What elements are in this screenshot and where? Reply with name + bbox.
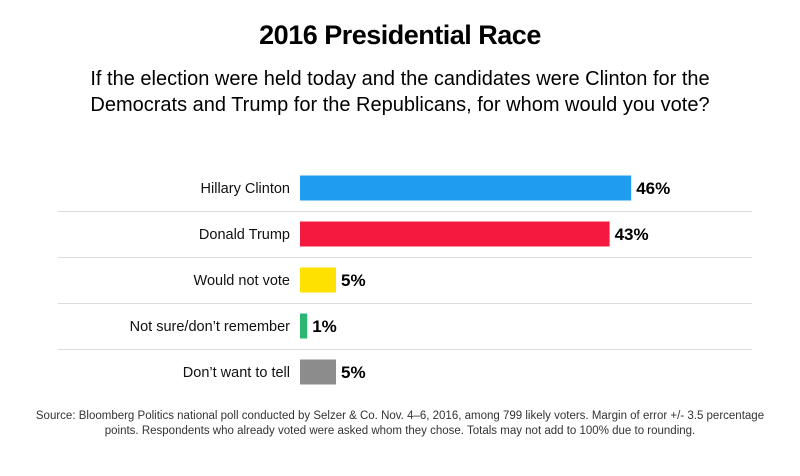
category-label: Not sure/don’t remember bbox=[130, 319, 291, 335]
bar-chart: Hillary Clinton 46% Donald Trump 43% Would n… bbox=[58, 175, 752, 385]
source-note: Source: Bloomberg Politics national poll… bbox=[35, 410, 765, 437]
category-label: Hillary Clinton bbox=[201, 181, 290, 197]
bar bbox=[300, 221, 610, 247]
value-label: 5% bbox=[341, 363, 366, 382]
value-label: 1% bbox=[312, 317, 337, 336]
bar bbox=[300, 175, 632, 201]
chart-title: 2016 Presidential Race bbox=[259, 20, 541, 50]
bar bbox=[300, 359, 336, 385]
bar bbox=[300, 313, 308, 339]
chart-subtitle: If the election were held today and the … bbox=[90, 68, 710, 116]
value-label: 43% bbox=[615, 225, 649, 244]
category-label: Don’t want to tell bbox=[183, 365, 290, 381]
value-label: 5% bbox=[341, 271, 366, 290]
category-label: Would not vote bbox=[194, 273, 290, 289]
category-label: Donald Trump bbox=[199, 227, 290, 243]
value-label: 46% bbox=[636, 179, 670, 198]
bar bbox=[300, 267, 336, 293]
